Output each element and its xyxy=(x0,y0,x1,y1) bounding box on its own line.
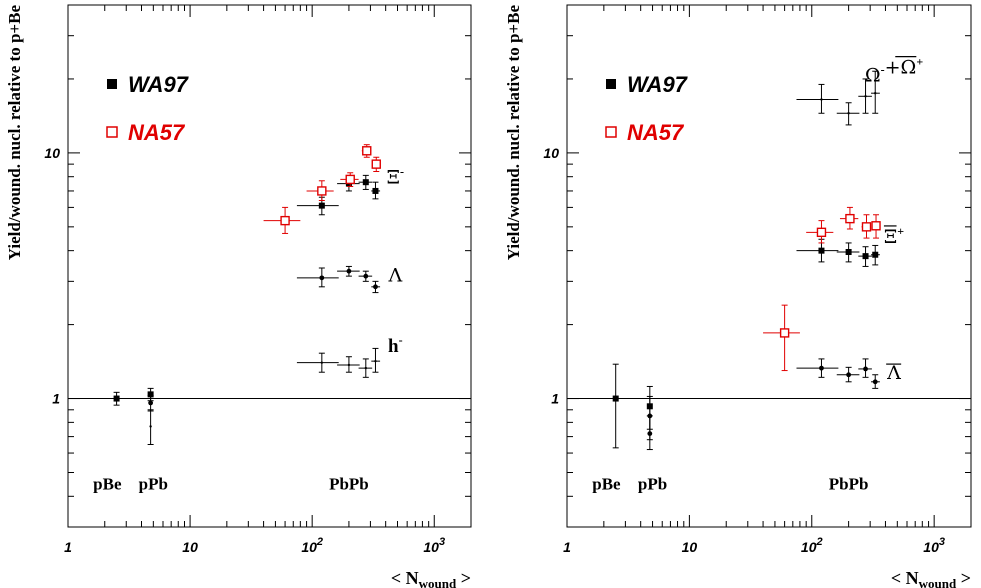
group-label: PbPb xyxy=(329,475,369,494)
series-wa97: Ω-+Ω+ xyxy=(796,55,923,126)
y-axis-label: Yield/wound. nucl. relative to p+Be xyxy=(504,5,523,261)
legend-marker-wa97 xyxy=(107,79,117,89)
series-label: Λ xyxy=(387,264,402,286)
y-axis-label: Yield/wound. nucl. relative to p+Be xyxy=(5,5,24,261)
x-axis-label: < Nwound > xyxy=(391,568,471,588)
y-tick-label: 1 xyxy=(52,391,60,407)
chart-panel-right: 1 10 102 103 1 10 Yield/wound. nucl. relative … xyxy=(504,4,972,588)
data-point xyxy=(373,284,378,290)
data-point xyxy=(864,95,867,98)
x-tick-label: 10 xyxy=(682,539,698,555)
series-wa97 xyxy=(646,415,653,451)
series-label: Ξ+ xyxy=(884,224,904,248)
x-tick-label: 1 xyxy=(64,539,72,555)
data-point xyxy=(818,247,825,254)
group-label: pPb xyxy=(638,475,667,494)
data-point xyxy=(148,400,154,406)
series-label: Ξ- xyxy=(387,165,404,189)
data-point xyxy=(319,275,325,281)
data-point xyxy=(874,91,877,95)
series-wa97 xyxy=(147,409,154,446)
y-tick-label: 1 xyxy=(551,391,559,407)
data-point xyxy=(320,361,324,364)
data-point xyxy=(612,395,619,402)
data-point xyxy=(362,179,369,186)
x-tick-label: 102 xyxy=(301,536,323,555)
data-point xyxy=(845,213,855,224)
data-point xyxy=(372,187,379,194)
series-label: Ω-+Ω+ xyxy=(865,55,923,87)
series-wa97 xyxy=(113,387,154,406)
data-point xyxy=(374,359,377,363)
data-point xyxy=(317,186,327,196)
legend-label-na57: NA57 xyxy=(128,120,186,145)
legend-label-wa97: WA97 xyxy=(627,72,689,97)
data-point xyxy=(318,202,325,209)
legend-label-wa97: WA97 xyxy=(128,72,190,97)
data-point xyxy=(863,366,868,372)
data-point xyxy=(816,227,827,238)
data-point xyxy=(779,328,790,338)
x-tick-label: 10 xyxy=(182,539,198,555)
series-label: Λ xyxy=(886,362,901,384)
data-point xyxy=(872,379,878,385)
series-wa97 xyxy=(147,394,154,412)
series-wa97: Λ xyxy=(296,264,402,294)
data-point xyxy=(147,391,154,398)
series-na57 xyxy=(763,206,881,372)
data-point xyxy=(280,215,290,226)
data-point xyxy=(862,253,869,260)
legend-marker-wa97 xyxy=(606,79,616,89)
series-wa97: Λ xyxy=(796,358,902,389)
data-point xyxy=(362,146,372,156)
data-point xyxy=(872,251,879,258)
group-label: PbPb xyxy=(829,475,869,494)
data-point xyxy=(345,174,355,185)
group-label: pPb xyxy=(139,475,168,494)
x-tick-label: 103 xyxy=(423,536,445,555)
data-point xyxy=(861,222,872,232)
data-point xyxy=(847,112,850,115)
data-point xyxy=(647,431,653,436)
x-tick-label: 103 xyxy=(923,536,945,555)
legend-marker-na57 xyxy=(605,126,617,138)
plot-frame xyxy=(566,4,972,528)
data-point xyxy=(819,365,824,371)
series-label: h- xyxy=(388,333,403,357)
data-point xyxy=(846,372,852,378)
data-point xyxy=(149,425,152,428)
data-point xyxy=(364,366,368,370)
x-tick-label: 1 xyxy=(563,539,571,555)
y-tick-label: 10 xyxy=(44,145,60,161)
chart-panel-left: 1 10 102 103 1 10 Yield/wound. nucl. relative … xyxy=(5,4,472,588)
series-wa97: Ξ- xyxy=(296,165,404,216)
data-point xyxy=(347,363,351,367)
group-label: pBe xyxy=(592,475,621,494)
legend-marker-na57 xyxy=(106,126,118,138)
data-point xyxy=(363,273,369,279)
group-label: pBe xyxy=(93,475,122,494)
data-point xyxy=(820,98,823,101)
series-wa97: h- xyxy=(296,333,403,378)
plot-frame xyxy=(67,4,472,528)
series-na57 xyxy=(263,144,381,234)
data-point xyxy=(113,395,120,402)
y-tick-label: 10 xyxy=(543,145,559,161)
series-wa97: Ξ+ xyxy=(796,224,904,267)
data-point xyxy=(871,221,881,231)
x-axis-label: < Nwound > xyxy=(891,568,971,588)
data-point xyxy=(845,248,852,255)
legend-label-na57: NA57 xyxy=(627,120,685,145)
data-point xyxy=(346,268,352,274)
data-point xyxy=(371,159,381,169)
x-tick-label: 102 xyxy=(801,536,823,555)
series-wa97 xyxy=(612,363,653,449)
